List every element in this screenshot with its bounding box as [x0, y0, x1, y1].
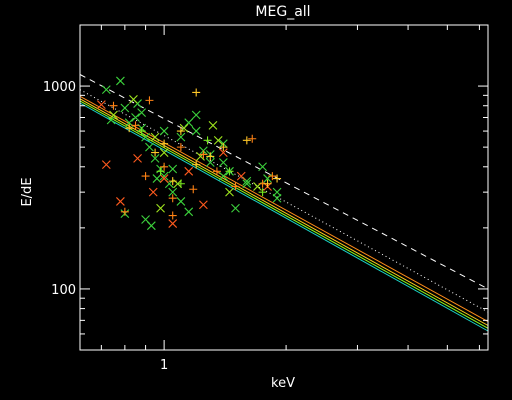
data-point: [192, 160, 201, 169]
data-point: [199, 150, 208, 159]
data-point: [176, 197, 186, 206]
data-point: [176, 179, 185, 188]
axes: 1 100 1000: [43, 24, 489, 373]
data-point: [184, 166, 194, 176]
data-point: [168, 187, 178, 197]
data-point: [263, 179, 272, 188]
data-point: [125, 124, 134, 133]
data-point: [191, 110, 201, 120]
data-point: [150, 154, 160, 163]
data-point: [145, 96, 154, 105]
x-axis-label: keV: [271, 376, 295, 391]
data-point: [176, 127, 185, 136]
data-point: [137, 108, 147, 117]
data-point: [176, 132, 186, 142]
data-point: [231, 182, 240, 191]
x-tick-label: 1: [160, 358, 168, 373]
data-point: [248, 134, 257, 143]
data-point: [258, 162, 267, 172]
data-point: [159, 148, 169, 157]
reference-line: [79, 102, 489, 332]
data-point: [176, 143, 185, 152]
data-point: [156, 167, 165, 176]
data-point: [101, 85, 111, 95]
data-point: [242, 179, 252, 189]
data-point: [159, 126, 169, 136]
data-point: [160, 139, 169, 148]
data-point: [141, 132, 150, 142]
data-point: [203, 136, 212, 145]
data-point: [212, 167, 221, 176]
data-point: [145, 142, 154, 152]
data-point: [106, 115, 116, 125]
data-point: [168, 177, 177, 186]
data-point: [206, 152, 215, 161]
reference-line: [79, 95, 489, 323]
data-point: [133, 154, 142, 163]
data-point: [168, 194, 177, 203]
data-point: [116, 197, 125, 206]
data-point: [151, 148, 160, 157]
data-point: [131, 121, 140, 130]
data-point: [218, 148, 228, 157]
data-point: [168, 219, 178, 228]
data-points: [96, 76, 282, 231]
data-point: [268, 172, 277, 181]
data-point: [168, 211, 177, 220]
data-point: [273, 174, 282, 183]
data-point: [184, 207, 194, 217]
data-point: [219, 143, 228, 152]
y-axis-label: E/dE: [20, 177, 35, 206]
data-point: [137, 127, 146, 136]
data-point: [101, 160, 111, 170]
plot-frame: [79, 24, 489, 351]
data-point: [131, 113, 140, 122]
chart-title: MEG_all: [255, 4, 310, 20]
data-point: [109, 110, 118, 120]
y-tick-label: 1000: [43, 80, 76, 95]
data-point: [141, 172, 150, 181]
data-point: [96, 100, 106, 110]
data-point: [208, 120, 218, 130]
data-point: [225, 187, 234, 197]
data-point: [236, 171, 246, 181]
data-point: [225, 167, 234, 176]
reference-line: [79, 98, 489, 326]
data-point: [152, 174, 162, 183]
data-point: [218, 158, 228, 167]
reference-line: [79, 89, 489, 313]
data-point: [218, 171, 228, 181]
data-point: [213, 135, 223, 145]
data-point: [189, 185, 198, 194]
data-point: [258, 188, 267, 197]
data-point: [159, 174, 169, 183]
data-point: [116, 76, 125, 86]
data-point: [168, 164, 178, 174]
data-point: [198, 200, 208, 210]
data-point: [148, 187, 158, 197]
data-point: [242, 136, 251, 145]
data-point: [109, 101, 118, 110]
data-point: [205, 158, 215, 167]
data-point: [120, 207, 129, 216]
data-point: [272, 193, 282, 203]
data-point: [191, 126, 201, 136]
data-point: [159, 171, 169, 181]
data-point: [192, 88, 201, 97]
data-point: [184, 118, 194, 128]
data-point: [160, 162, 169, 171]
data-point: [129, 94, 138, 104]
data-point: [156, 203, 165, 213]
data-point: [150, 132, 160, 142]
data-point: [146, 221, 156, 231]
y-tick-label: 100: [51, 283, 76, 298]
data-point: [231, 203, 240, 213]
data-point: [120, 103, 130, 113]
